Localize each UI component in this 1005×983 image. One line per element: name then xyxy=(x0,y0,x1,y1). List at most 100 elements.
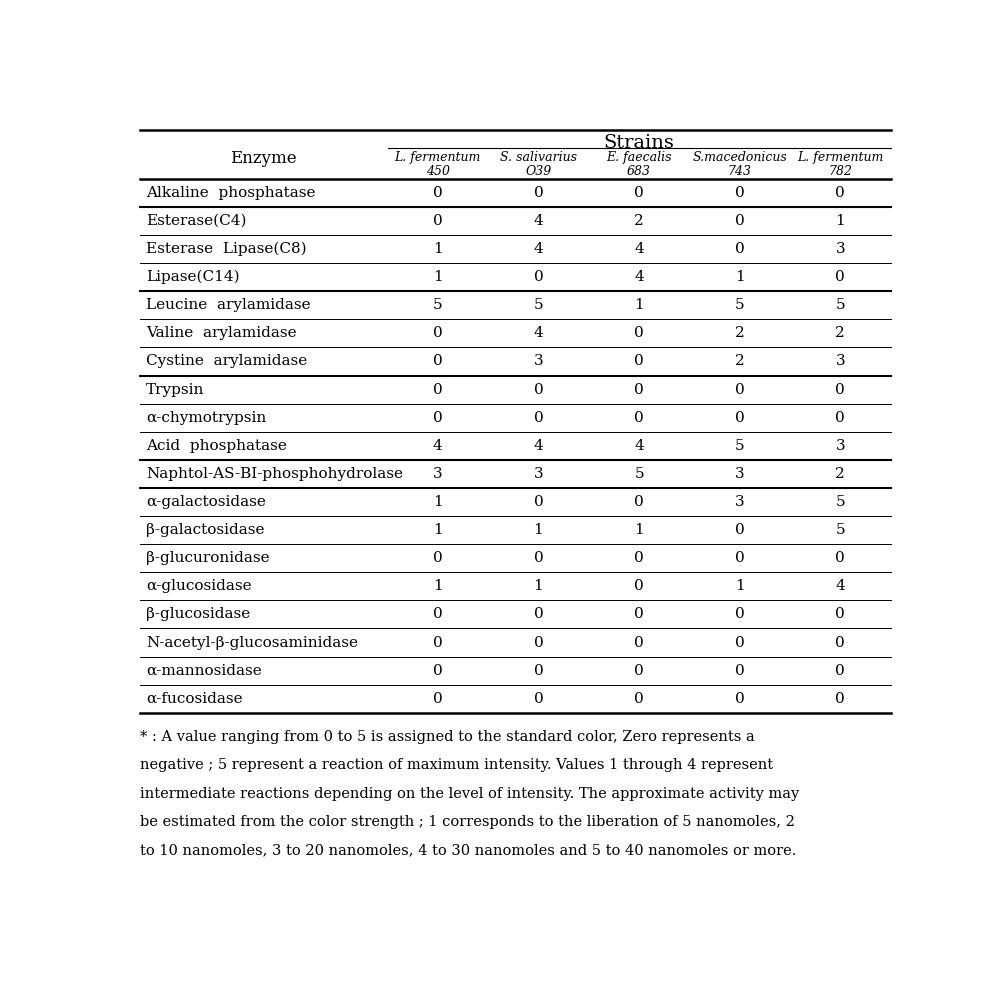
Text: 5: 5 xyxy=(433,298,442,313)
Text: 1: 1 xyxy=(433,495,443,509)
Text: β-glucosidase: β-glucosidase xyxy=(146,607,250,621)
Text: 0: 0 xyxy=(433,551,443,565)
Text: 0: 0 xyxy=(735,411,745,425)
Text: 3: 3 xyxy=(835,355,845,369)
Text: 0: 0 xyxy=(735,382,745,396)
Text: 1: 1 xyxy=(433,242,443,256)
Text: 4: 4 xyxy=(634,270,644,284)
Text: 0: 0 xyxy=(634,579,644,594)
Text: 0: 0 xyxy=(735,214,745,228)
Text: 1: 1 xyxy=(534,579,544,594)
Text: 0: 0 xyxy=(433,382,443,396)
Text: to 10 nanomoles, 3 to 20 nanomoles, 4 to 30 nanomoles and 5 to 40 nanomoles or m: to 10 nanomoles, 3 to 20 nanomoles, 4 to… xyxy=(140,843,796,858)
Text: 0: 0 xyxy=(735,607,745,621)
Text: Strains: Strains xyxy=(604,134,674,152)
Text: 0: 0 xyxy=(835,411,845,425)
Text: 0: 0 xyxy=(634,692,644,706)
Text: L. fermentum: L. fermentum xyxy=(797,151,883,164)
Text: 1: 1 xyxy=(433,270,443,284)
Text: 0: 0 xyxy=(634,664,644,677)
Text: 4: 4 xyxy=(835,579,845,594)
Text: 2: 2 xyxy=(634,214,644,228)
Text: 4: 4 xyxy=(433,438,443,453)
Text: 0: 0 xyxy=(534,495,544,509)
Text: 3: 3 xyxy=(835,242,845,256)
Text: 1: 1 xyxy=(735,270,745,284)
Text: Esterase(C4): Esterase(C4) xyxy=(146,214,246,228)
Text: 5: 5 xyxy=(835,495,845,509)
Text: 0: 0 xyxy=(433,326,443,340)
Text: 0: 0 xyxy=(534,186,544,200)
Text: 4: 4 xyxy=(534,326,544,340)
Text: 5: 5 xyxy=(634,467,644,481)
Text: 0: 0 xyxy=(433,355,443,369)
Text: β-glucuronidase: β-glucuronidase xyxy=(146,551,269,565)
Text: 1: 1 xyxy=(735,579,745,594)
Text: Acid  phosphatase: Acid phosphatase xyxy=(146,438,286,453)
Text: Leucine  arylamidase: Leucine arylamidase xyxy=(146,298,311,313)
Text: α-mannosidase: α-mannosidase xyxy=(146,664,261,677)
Text: 2: 2 xyxy=(835,326,845,340)
Text: O39: O39 xyxy=(526,165,552,178)
Text: 2: 2 xyxy=(835,467,845,481)
Text: 0: 0 xyxy=(433,692,443,706)
Text: Cystine  arylamidase: Cystine arylamidase xyxy=(146,355,307,369)
Text: 0: 0 xyxy=(433,411,443,425)
Text: S. salivarius: S. salivarius xyxy=(499,151,577,164)
Text: 0: 0 xyxy=(634,551,644,565)
Text: 0: 0 xyxy=(433,607,443,621)
Text: 4: 4 xyxy=(634,438,644,453)
Text: 0: 0 xyxy=(534,270,544,284)
Text: 4: 4 xyxy=(634,242,644,256)
Text: 0: 0 xyxy=(735,242,745,256)
Text: 4: 4 xyxy=(534,438,544,453)
Text: 0: 0 xyxy=(433,186,443,200)
Text: β-galactosidase: β-galactosidase xyxy=(146,523,264,537)
Text: intermediate reactions depending on the level of intensity. The approximate acti: intermediate reactions depending on the … xyxy=(140,786,799,801)
Text: 4: 4 xyxy=(534,242,544,256)
Text: Esterase  Lipase(C8): Esterase Lipase(C8) xyxy=(146,242,307,257)
Text: 4: 4 xyxy=(534,214,544,228)
Text: negative ; 5 represent a reaction of maximum intensity. Values 1 through 4 repre: negative ; 5 represent a reaction of max… xyxy=(140,758,773,773)
Text: 0: 0 xyxy=(835,692,845,706)
Text: 0: 0 xyxy=(534,382,544,396)
Text: 5: 5 xyxy=(835,298,845,313)
Text: 0: 0 xyxy=(634,326,644,340)
Text: Alkaline  phosphatase: Alkaline phosphatase xyxy=(146,186,316,200)
Text: S.macedonicus: S.macedonicus xyxy=(692,151,787,164)
Text: Trypsin: Trypsin xyxy=(146,382,204,396)
Text: 0: 0 xyxy=(735,636,745,650)
Text: 0: 0 xyxy=(735,664,745,677)
Text: 0: 0 xyxy=(634,186,644,200)
Text: 1: 1 xyxy=(534,523,544,537)
Text: 3: 3 xyxy=(735,495,745,509)
Text: Valine  arylamidase: Valine arylamidase xyxy=(146,326,296,340)
Text: Lipase(C14): Lipase(C14) xyxy=(146,270,239,284)
Text: 2: 2 xyxy=(735,326,745,340)
Text: 1: 1 xyxy=(634,298,644,313)
Text: 0: 0 xyxy=(534,607,544,621)
Text: 2: 2 xyxy=(735,355,745,369)
Text: N-acetyl-β-glucosaminidase: N-acetyl-β-glucosaminidase xyxy=(146,636,358,650)
Text: 3: 3 xyxy=(433,467,442,481)
Text: 0: 0 xyxy=(634,382,644,396)
Text: 782: 782 xyxy=(828,165,852,178)
Text: be estimated from the color strength ; 1 corresponds to the liberation of 5 nano: be estimated from the color strength ; 1… xyxy=(140,815,794,830)
Text: L. fermentum: L. fermentum xyxy=(395,151,481,164)
Text: 3: 3 xyxy=(534,355,544,369)
Text: 1: 1 xyxy=(433,523,443,537)
Text: 743: 743 xyxy=(728,165,752,178)
Text: 0: 0 xyxy=(534,636,544,650)
Text: 683: 683 xyxy=(627,165,651,178)
Text: 1: 1 xyxy=(433,579,443,594)
Text: 0: 0 xyxy=(835,186,845,200)
Text: 3: 3 xyxy=(835,438,845,453)
Text: α-galactosidase: α-galactosidase xyxy=(146,495,265,509)
Text: 0: 0 xyxy=(735,692,745,706)
Text: 0: 0 xyxy=(735,523,745,537)
Text: 3: 3 xyxy=(735,467,745,481)
Text: 450: 450 xyxy=(426,165,450,178)
Text: * : A value ranging from 0 to 5 is assigned to the standard color, Zero represen: * : A value ranging from 0 to 5 is assig… xyxy=(140,729,755,744)
Text: 5: 5 xyxy=(534,298,544,313)
Text: 0: 0 xyxy=(534,664,544,677)
